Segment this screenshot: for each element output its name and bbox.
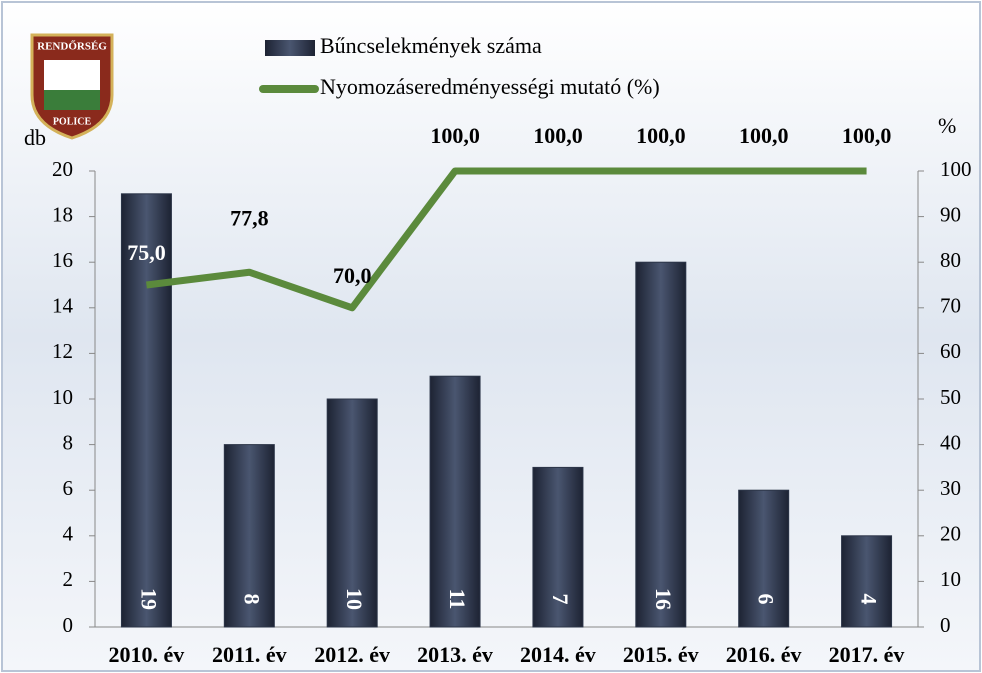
line-value-label: 77,8 <box>230 205 269 230</box>
y2-tick-label: 40 <box>940 430 961 454</box>
y-tick-label: 10 <box>52 385 73 409</box>
bar-value-label: 16 <box>651 588 676 610</box>
line-value-label: 100,0 <box>430 123 480 148</box>
y2-tick-label: 0 <box>940 613 951 637</box>
logo: RENDŐRSÉG POLICE <box>30 33 114 140</box>
y-tick-label: 18 <box>52 202 73 226</box>
bar <box>635 261 687 628</box>
y2-tick-label: 10 <box>940 567 961 591</box>
y2-tick-label: 80 <box>940 248 961 272</box>
y-tick-label: 12 <box>52 339 73 363</box>
y-tick-label: 6 <box>63 476 74 500</box>
logo-bottom: POLICE <box>53 116 92 127</box>
bar-value-label: 10 <box>342 588 367 610</box>
bar <box>532 466 584 628</box>
y2-tick-label: 100 <box>940 157 972 181</box>
x-tick-label: 2014. év <box>520 642 596 667</box>
x-tick-label: 2017. év <box>829 642 905 667</box>
y-tick-label: 8 <box>63 430 74 454</box>
x-tick-label: 2013. év <box>417 642 493 667</box>
y2-tick-label: 20 <box>940 522 961 546</box>
bar-value-label: 7 <box>548 594 573 605</box>
line-value-label: 70,0 <box>333 263 372 288</box>
bar-value-label: 4 <box>857 594 882 605</box>
y-axis-label: db <box>24 125 46 150</box>
bar-value-label: 8 <box>239 594 264 605</box>
bar <box>429 375 481 628</box>
y-tick-label: 20 <box>52 157 73 181</box>
legend-label: Nyomozáseredményességi mutató (%) <box>320 74 660 99</box>
bar-value-label: 6 <box>754 594 779 605</box>
y-tick-label: 14 <box>52 294 74 318</box>
y-tick-label: 2 <box>63 567 74 591</box>
x-tick-label: 2010. év <box>109 642 185 667</box>
bar <box>326 398 378 628</box>
y-tick-label: 16 <box>52 248 73 272</box>
logo-top: RENDŐRSÉG <box>37 41 107 53</box>
x-tick-label: 2011. év <box>212 642 287 667</box>
line <box>146 167 867 312</box>
logo-green <box>44 90 100 110</box>
legend-label: Bűncselekmények száma <box>320 33 542 58</box>
line-value-label: 100,0 <box>636 123 686 148</box>
y2-axis-label: % <box>938 113 956 138</box>
bar <box>120 193 172 628</box>
y2-tick-label: 50 <box>940 385 961 409</box>
bar <box>223 444 275 628</box>
x-tick-label: 2012. év <box>314 642 390 667</box>
x-tick-label: 2015. év <box>623 642 699 667</box>
line-value-label: 100,0 <box>533 123 583 148</box>
bar <box>841 535 893 628</box>
y2-tick-label: 60 <box>940 339 961 363</box>
y2-tick-label: 30 <box>940 476 961 500</box>
bar-value-label: 11 <box>445 589 470 610</box>
y-tick-label: 0 <box>63 613 74 637</box>
y-tick-label: 4 <box>63 522 74 546</box>
y2-tick-label: 90 <box>940 202 961 226</box>
legend-bar-swatch <box>265 40 315 56</box>
x-tick-label: 2016. év <box>726 642 802 667</box>
bar-value-label: 19 <box>136 588 161 610</box>
bar <box>738 489 790 628</box>
line-value-label: 100,0 <box>842 123 892 148</box>
y2-tick-label: 70 <box>940 294 961 318</box>
line-value-label: 100,0 <box>739 123 789 148</box>
line-value-label: 75,0 <box>127 240 166 265</box>
